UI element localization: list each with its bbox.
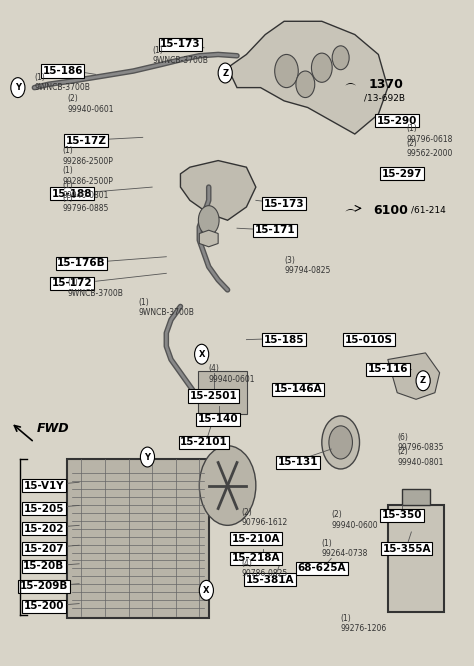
Circle shape (322, 416, 359, 469)
Circle shape (416, 371, 430, 391)
Text: $\frown$: $\frown$ (342, 203, 357, 213)
FancyBboxPatch shape (67, 459, 209, 618)
Text: (4)
90786-0825: (4) 90786-0825 (242, 559, 288, 578)
Circle shape (11, 78, 25, 97)
Text: (2)
99940-0601: (2) 99940-0601 (67, 95, 114, 114)
Text: 15-2501: 15-2501 (190, 391, 237, 401)
Circle shape (218, 63, 232, 83)
Text: X: X (199, 350, 205, 359)
Text: 15-140: 15-140 (198, 414, 238, 424)
Text: (1)
99940-0801: (1) 99940-0801 (63, 180, 109, 200)
Text: 15-146A: 15-146A (274, 384, 323, 394)
Text: 15-185: 15-185 (264, 334, 304, 344)
Text: (1)
99796-0885: (1) 99796-0885 (63, 194, 109, 213)
Text: /61-214: /61-214 (411, 206, 446, 215)
Circle shape (296, 71, 315, 97)
Text: 15-200: 15-200 (24, 601, 64, 611)
Text: 15-188: 15-188 (52, 188, 92, 198)
Circle shape (140, 447, 155, 467)
Text: 15-218A: 15-218A (232, 553, 280, 563)
Text: (1)
99264-0738: (1) 99264-0738 (322, 539, 368, 558)
Polygon shape (228, 21, 388, 134)
Text: 15-V1Y: 15-V1Y (24, 481, 64, 491)
Polygon shape (181, 161, 256, 220)
Text: (1)
9WNCB-3700B: (1) 9WNCB-3700B (152, 46, 208, 65)
Text: 15-209B: 15-209B (19, 581, 68, 591)
Text: 15-381A: 15-381A (246, 575, 294, 585)
Text: Z: Z (420, 376, 426, 385)
Circle shape (198, 206, 219, 235)
Text: Y: Y (15, 83, 21, 92)
Circle shape (199, 580, 213, 600)
Text: 15-186: 15-186 (42, 66, 83, 76)
Text: (2)
90796-1612: (2) 90796-1612 (242, 507, 288, 527)
Text: 15-173: 15-173 (160, 39, 201, 49)
Text: 15-20B: 15-20B (23, 561, 64, 571)
FancyBboxPatch shape (388, 505, 444, 611)
Text: (1)
99276-1206: (1) 99276-1206 (341, 614, 387, 633)
Text: 6100: 6100 (374, 204, 409, 217)
Text: Y: Y (145, 452, 150, 462)
Text: 15-290: 15-290 (377, 116, 418, 126)
Text: (3)
99794-0825: (3) 99794-0825 (284, 256, 330, 275)
Text: 1370: 1370 (369, 78, 404, 91)
Text: (2)
99562-2000: (2) 99562-2000 (407, 139, 453, 159)
Text: FWD: FWD (36, 422, 69, 436)
Circle shape (332, 46, 349, 70)
Text: 15-176B: 15-176B (57, 258, 106, 268)
Text: (1)
9WNCB-3700B: (1) 9WNCB-3700B (67, 278, 123, 298)
Text: 15-17Z: 15-17Z (66, 136, 107, 146)
Circle shape (329, 426, 353, 459)
Text: 15-350: 15-350 (382, 510, 422, 520)
Text: (1)
99286-2500P: (1) 99286-2500P (63, 166, 113, 186)
Text: 15-2101: 15-2101 (180, 438, 228, 448)
Text: (4)
99940-0601: (4) 99940-0601 (209, 364, 255, 384)
Text: 15-172: 15-172 (52, 278, 92, 288)
Text: X: X (203, 586, 210, 595)
Circle shape (195, 344, 209, 364)
FancyBboxPatch shape (402, 489, 430, 505)
Text: 15-205: 15-205 (24, 503, 64, 513)
Text: 15-297: 15-297 (382, 168, 422, 179)
Polygon shape (388, 353, 439, 400)
Circle shape (199, 446, 256, 525)
Text: 15-171: 15-171 (255, 225, 295, 235)
Circle shape (275, 55, 298, 88)
Text: (1)
9WNCB-3700B: (1) 9WNCB-3700B (138, 298, 194, 318)
Text: 15-131: 15-131 (278, 458, 319, 468)
FancyBboxPatch shape (198, 372, 247, 414)
Text: (2)
99940-0600: (2) 99940-0600 (331, 510, 378, 529)
Text: (1)
99796-0618: (1) 99796-0618 (407, 125, 453, 144)
Text: 15-355A: 15-355A (383, 543, 431, 553)
Text: 15-010S: 15-010S (345, 334, 393, 344)
Text: 15-116: 15-116 (367, 364, 408, 374)
Text: Z: Z (222, 69, 228, 77)
Text: 15-173: 15-173 (264, 198, 304, 208)
Text: /13-692B: /13-692B (364, 93, 405, 102)
Text: 15-207: 15-207 (24, 543, 64, 553)
Text: (1)
9WNCB-3700B: (1) 9WNCB-3700B (35, 73, 90, 92)
Text: (1)
99286-2500P: (1) 99286-2500P (63, 147, 113, 166)
Text: 15-202: 15-202 (24, 523, 64, 533)
Text: 15-210A: 15-210A (232, 533, 280, 543)
Circle shape (311, 53, 332, 83)
Text: (2)
99940-0801: (2) 99940-0801 (397, 448, 444, 467)
Polygon shape (199, 230, 218, 247)
Text: 68-625A: 68-625A (298, 563, 346, 573)
Text: (6)
99796-0835: (6) 99796-0835 (397, 433, 444, 452)
Text: $\frown$: $\frown$ (342, 77, 357, 87)
